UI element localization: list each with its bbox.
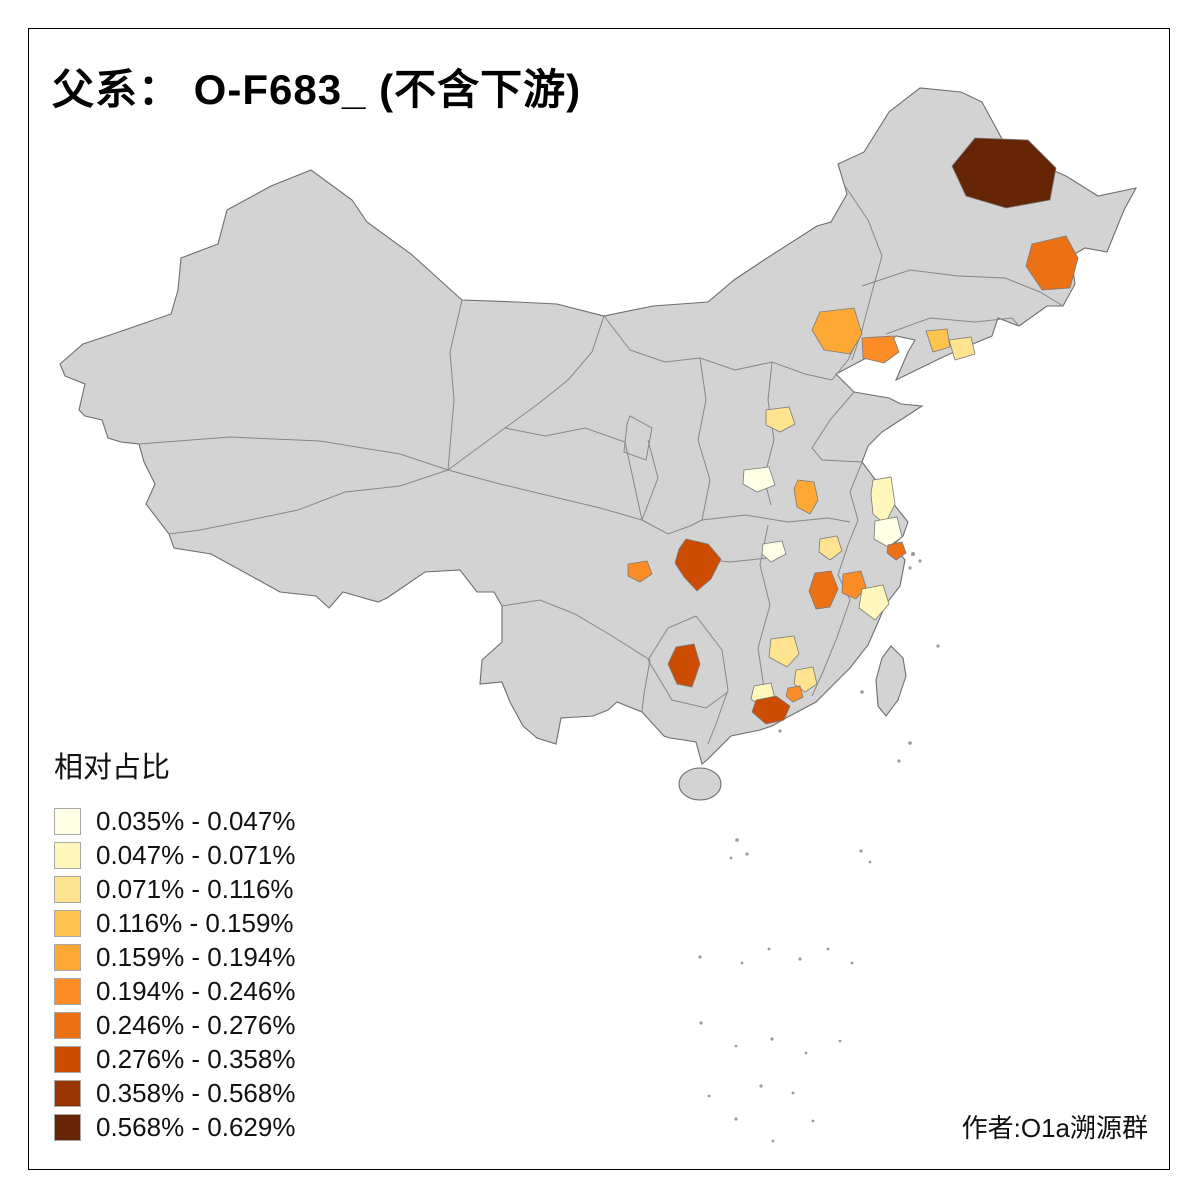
legend-bin-label: 0.047% - 0.071% <box>96 839 296 870</box>
legend-swatch <box>54 841 81 869</box>
choropleth-region <box>768 635 800 668</box>
island-specks <box>698 552 940 1143</box>
legend-row: 0.047% - 0.071% <box>54 838 295 872</box>
legend-row: 0.358% - 0.568% <box>54 1076 295 1110</box>
legend-bin-label: 0.071% - 0.116% <box>96 873 294 904</box>
choropleth-region <box>793 479 819 515</box>
legend-swatch <box>54 1113 81 1141</box>
choropleth-region <box>818 535 843 561</box>
legend-swatch <box>54 875 81 903</box>
legend-bin-label: 0.116% - 0.159% <box>96 907 294 938</box>
legend-row: 0.568% - 0.629% <box>54 1110 295 1144</box>
choropleth-region <box>886 541 907 561</box>
choropleth-region <box>765 406 796 433</box>
legend-swatch <box>54 1011 81 1039</box>
choropleth-region <box>785 685 804 703</box>
legend-swatch <box>54 909 81 937</box>
choropleth-region <box>811 307 863 355</box>
legend-row: 0.159% - 0.194% <box>54 940 295 974</box>
legend-title: 相对占比 <box>54 752 171 784</box>
legend-bin-label: 0.568% - 0.629% <box>96 1111 296 1142</box>
legend-swatch <box>54 807 81 835</box>
legend-row: 0.276% - 0.358% <box>54 1042 295 1076</box>
choropleth-region <box>925 328 951 353</box>
hainan-island <box>678 767 722 801</box>
choropleth-region <box>1025 235 1079 291</box>
credit-text: 作者:O1a溯源群 <box>961 1113 1148 1143</box>
legend-swatch <box>54 943 81 971</box>
legend-bin-label: 0.035% - 0.047% <box>96 805 296 836</box>
legend-row: 0.116% - 0.159% <box>54 906 295 940</box>
legend-bin-label: 0.358% - 0.568% <box>96 1077 296 1108</box>
legend-bin-label: 0.276% - 0.358% <box>96 1043 296 1074</box>
legend-row: 0.035% - 0.047% <box>54 804 295 838</box>
choropleth-region <box>667 643 701 688</box>
legend-swatch <box>54 1079 81 1107</box>
legend-row: 0.071% - 0.116% <box>54 872 295 906</box>
taiwan-island <box>875 645 907 717</box>
legend-bin-label: 0.194% - 0.246% <box>96 975 296 1006</box>
choropleth-region <box>627 560 653 583</box>
choropleth-region <box>873 516 903 548</box>
legend-rows: 0.035% - 0.047% 0.047% - 0.071% 0.071% - 0… <box>54 804 295 1144</box>
choropleth-region <box>861 335 900 364</box>
choropleth-region <box>674 538 722 592</box>
legend-swatch <box>54 977 81 1005</box>
legend-bin-label: 0.246% - 0.276% <box>96 1009 296 1040</box>
legend-bin-label: 0.159% - 0.194% <box>96 941 296 972</box>
legend: 相对占比 0.035% - 0.047% 0.047% - 0.071% 0.071… <box>54 744 295 1144</box>
highlighted-regions <box>627 137 1079 725</box>
province-boundaries <box>138 185 1064 745</box>
choropleth-region <box>808 570 839 610</box>
choropleth-region <box>742 466 776 493</box>
legend-row: 0.194% - 0.246% <box>54 974 295 1008</box>
legend-swatch <box>54 1045 81 1073</box>
figure-title: 父系： O-F683_ (不含下游) <box>52 66 582 113</box>
choropleth-region <box>751 695 791 725</box>
choropleth-region <box>761 540 787 563</box>
choropleth-region <box>951 137 1057 209</box>
choropleth-region <box>858 584 890 621</box>
legend-row: 0.246% - 0.276% <box>54 1008 295 1042</box>
choropleth-region <box>948 336 976 361</box>
